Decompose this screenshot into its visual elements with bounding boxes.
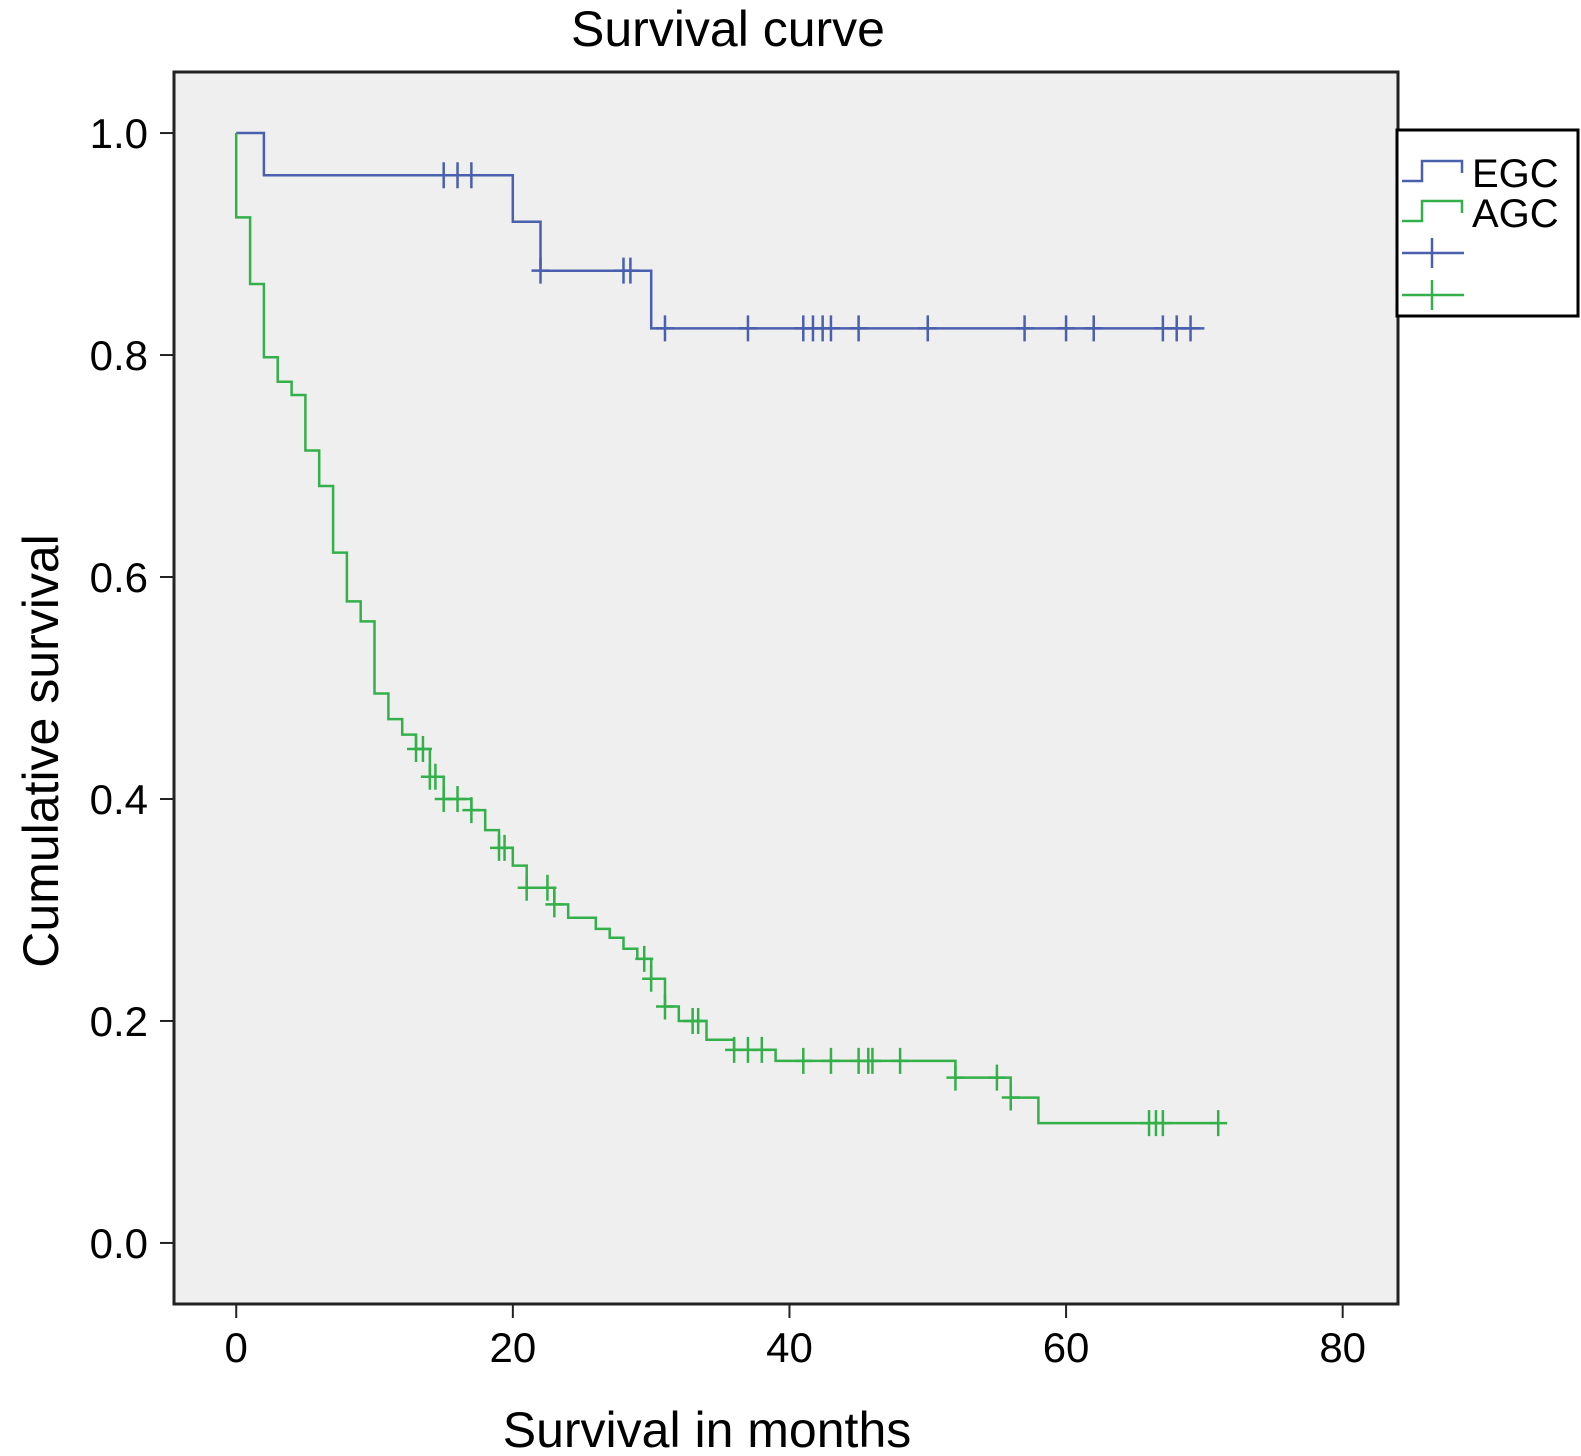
agc-legend-label: AGC	[1472, 192, 1559, 236]
egc-censor-mark	[849, 315, 868, 342]
x-tick-label: 0	[225, 1324, 248, 1371]
agc-legend-line	[1402, 199, 1464, 223]
egc-censor-mark	[1181, 315, 1200, 342]
x-tick-label: 60	[1043, 1324, 1090, 1371]
egc-censor-mark	[621, 257, 640, 284]
agc-censor-mark	[413, 736, 432, 763]
egc-censor-mark	[1057, 315, 1076, 342]
agc-censor-mark	[448, 785, 467, 812]
egc-censor-mark	[462, 162, 481, 189]
agc-censor-mark	[946, 1064, 965, 1091]
agc-censor-mark	[987, 1064, 1006, 1091]
agc-censor-mark	[1001, 1084, 1020, 1111]
agc-censor-mark	[495, 834, 514, 861]
agc-censor-mark	[752, 1036, 771, 1063]
y-tick-label: 0.0	[90, 1220, 148, 1267]
agc-censor-mark	[426, 763, 445, 790]
egc-censor-mark	[821, 315, 840, 342]
egc-censor-mark	[531, 257, 550, 284]
agc-censor-mark	[1153, 1110, 1172, 1137]
x-axis: 0 20 40 60 80	[225, 1304, 1366, 1371]
series-layer	[234, 131, 1228, 1137]
y-tick-label: 0.2	[90, 998, 148, 1045]
y-axis-label: Cumulative survival	[13, 534, 69, 967]
agc-censored-legend-icon	[1402, 280, 1464, 310]
egc-censor-mark	[655, 315, 674, 342]
y-axis: 0.0 0.2 0.4 0.6 0.8 1.0	[90, 110, 174, 1267]
egc-censor-mark	[918, 315, 937, 342]
x-tick-label: 20	[489, 1324, 536, 1371]
agc-censor-mark	[635, 945, 654, 972]
egc-censor-mark	[1084, 315, 1103, 342]
egc-censor-mark	[738, 315, 757, 342]
agc-censor-mark	[794, 1047, 813, 1074]
x-tick-label: 80	[1319, 1324, 1366, 1371]
agc-censor-mark	[821, 1047, 840, 1074]
agc-censor-mark	[462, 797, 481, 824]
agc-censor-mark	[655, 993, 674, 1020]
egc-survival-line	[236, 131, 1205, 330]
x-tick-label: 40	[766, 1324, 813, 1371]
agc-censor-mark	[538, 874, 557, 901]
egc-legend-line	[1402, 159, 1464, 183]
egc-legend-label: EGC	[1472, 152, 1559, 196]
agc-censor-mark	[517, 874, 536, 901]
agc-censor-mark	[545, 891, 564, 918]
agc-censor-mark	[1209, 1110, 1228, 1137]
y-tick-label: 1.0	[90, 110, 148, 157]
agc-censor-mark	[891, 1047, 910, 1074]
plot-area	[172, 70, 1400, 1306]
y-tick-label: 0.6	[90, 554, 148, 601]
y-tick-label: 0.8	[90, 332, 148, 379]
egc-censor-mark	[1015, 315, 1034, 342]
agc-censor-mark	[689, 1007, 708, 1034]
egc-censored-legend-icon	[1402, 238, 1464, 268]
y-tick-label: 0.4	[90, 776, 148, 823]
x-axis-label: Survival in months	[503, 1402, 912, 1456]
agc-censor-mark	[642, 965, 661, 992]
agc-censor-mark	[863, 1047, 882, 1074]
chart-title: Survival curve	[571, 1, 885, 57]
